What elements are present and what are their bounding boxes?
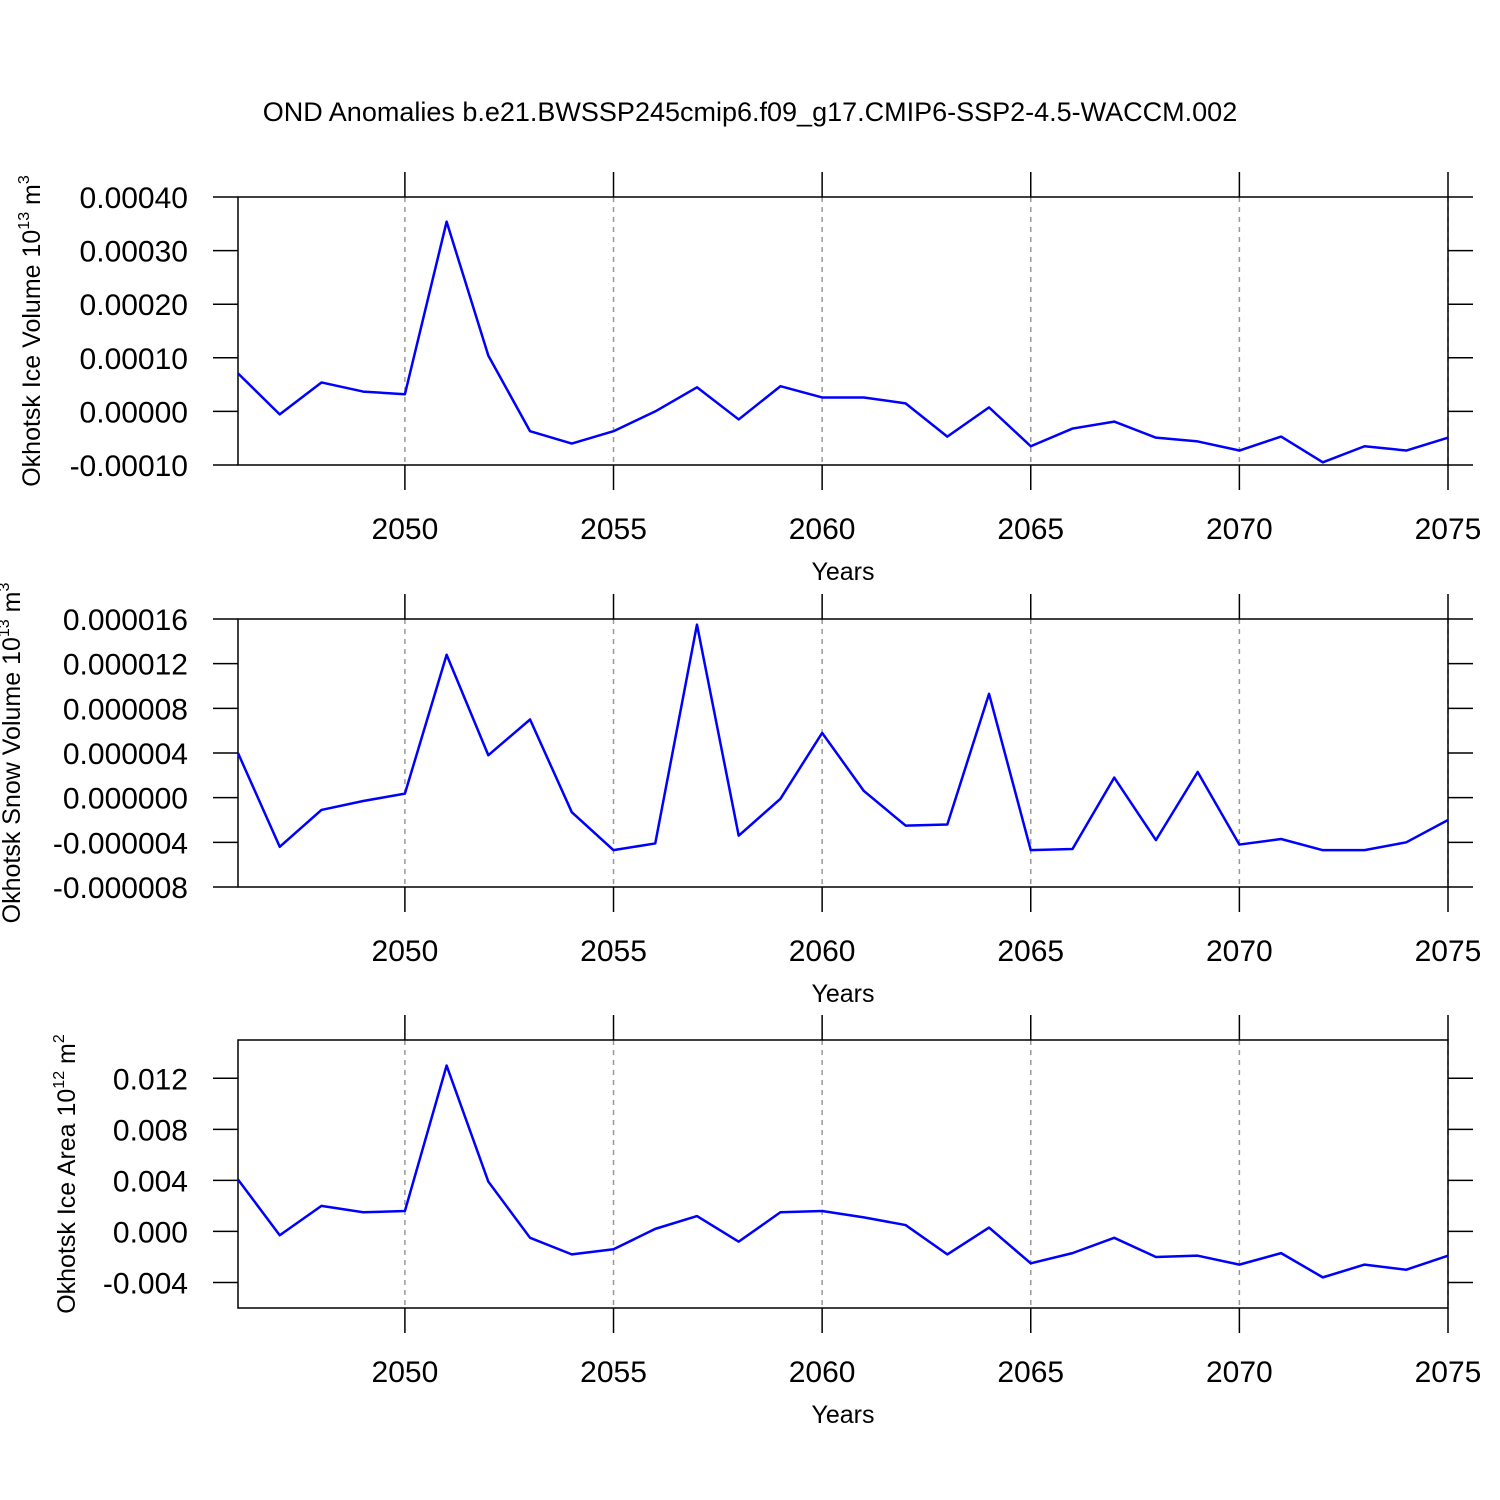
plot-frame (237, 1039, 1449, 1309)
y-tick-label: 0.00010 (80, 343, 188, 376)
x-tick-label: 2055 (580, 1356, 647, 1389)
plot-frame (237, 196, 1449, 466)
y-tick-label: 0.000000 (63, 783, 188, 816)
y-tick-label: 0.00030 (80, 236, 188, 269)
y-tick-label: -0.004 (103, 1267, 188, 1300)
x-tick-label: 2055 (580, 513, 647, 546)
x-tick-label: 2060 (789, 513, 856, 546)
y-axis-label-part: Okhotsk Ice Area 10 (53, 1089, 81, 1314)
y-axis-label-exponent: 13 (16, 212, 33, 230)
y-tick-label: 0.000016 (63, 604, 188, 637)
y-tick-label: 0.000012 (63, 649, 188, 682)
y-axis-label-part: m (53, 1043, 81, 1071)
y-axis-label: Okhotsk Ice Area 1012 m2 (51, 1034, 81, 1314)
y-tick-label: -0.000004 (53, 827, 188, 860)
y-tick-label: 0.000004 (63, 738, 188, 771)
x-tick-label: 2050 (372, 935, 439, 968)
y-axis-label: Okhotsk Snow Volume 1013 m3 (0, 583, 26, 924)
x-tick-label: 2065 (997, 513, 1064, 546)
y-axis-label-part: Okhotsk Ice Volume 10 (18, 230, 46, 487)
y-tick-label: -0.00010 (70, 450, 188, 483)
y-tick-label: 0.000 (113, 1216, 188, 1249)
x-axis-label: Years (811, 558, 874, 586)
y-tick-label: 0.00020 (80, 289, 188, 322)
data-line (236, 623, 1449, 852)
y-axis-label-part: Okhotsk Snow Volume 10 (0, 637, 26, 923)
y-axis-label-part: m (0, 592, 26, 620)
x-tick-label: 2050 (372, 513, 439, 546)
x-tick-label: 2075 (1415, 1356, 1482, 1389)
y-tick-label: 0.012 (113, 1063, 188, 1096)
y-axis-label-exponent: 2 (51, 1034, 68, 1043)
y-tick-label: -0.000008 (53, 872, 188, 905)
plot-frame (237, 618, 1449, 888)
x-tick-label: 2075 (1415, 935, 1482, 968)
x-tick-label: 2065 (997, 935, 1064, 968)
x-tick-label: 2050 (372, 1356, 439, 1389)
data-line (237, 220, 1449, 464)
y-tick-label: 0.00000 (80, 396, 188, 429)
y-axis-label-exponent: 12 (51, 1071, 68, 1089)
y-axis-label-exponent: 3 (16, 175, 33, 184)
x-tick-label: 2060 (789, 1356, 856, 1389)
x-tick-label: 2055 (580, 935, 647, 968)
x-tick-label: 2070 (1206, 935, 1273, 968)
x-axis-label: Years (811, 980, 874, 1008)
x-axis-label: Years (811, 1401, 874, 1429)
x-tick-label: 2070 (1206, 1356, 1273, 1389)
y-tick-label: 0.004 (113, 1165, 188, 1198)
data-line (236, 1064, 1449, 1279)
x-tick-label: 2060 (789, 935, 856, 968)
y-axis-label-exponent: 3 (0, 583, 13, 592)
chart-title: OND Anomalies b.e21.BWSSP245cmip6.f09_g1… (263, 97, 1237, 127)
y-axis-label-exponent: 13 (0, 619, 13, 637)
x-tick-label: 2065 (997, 1356, 1064, 1389)
x-tick-label: 2075 (1415, 513, 1482, 546)
y-axis-label: Okhotsk Ice Volume 1013 m3 (16, 175, 46, 487)
x-tick-label: 2070 (1206, 513, 1273, 546)
y-tick-label: 0.008 (113, 1114, 188, 1147)
y-axis-label-part: m (18, 184, 46, 212)
y-tick-label: 0.000008 (63, 693, 188, 726)
y-tick-label: 0.00040 (80, 182, 188, 215)
